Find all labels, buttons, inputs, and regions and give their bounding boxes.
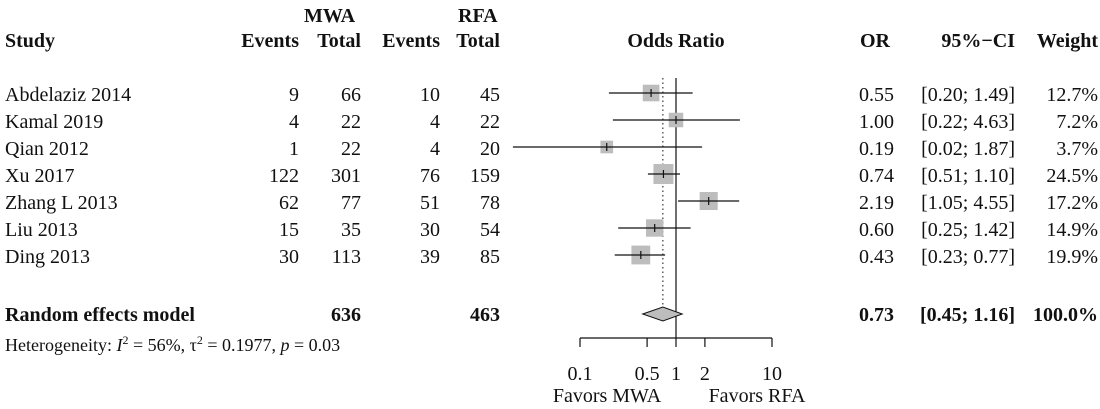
header-weight: Weight xyxy=(1036,30,1098,52)
weight-value: 17.2% xyxy=(1046,192,1098,214)
summary-or-value: 0.73 xyxy=(859,304,894,326)
events-mwa-value: 62 xyxy=(279,192,299,214)
total-rfa-value: 54 xyxy=(480,219,500,241)
study-name: Abdelaziz 2014 xyxy=(5,84,132,106)
p-symbol: p xyxy=(280,335,290,355)
total-mwa-value: 77 xyxy=(341,192,361,214)
header-ci: 95%−CI xyxy=(941,30,1015,52)
favors-right-label: Favors RFA xyxy=(708,385,806,407)
study-name: Ding 2013 xyxy=(5,246,90,268)
events-rfa-value: 4 xyxy=(430,111,440,133)
x-axis-tick-label: 0.5 xyxy=(635,363,660,385)
total-rfa-value: 22 xyxy=(480,111,500,133)
weight-value: 24.5% xyxy=(1046,165,1098,187)
events-rfa-value: 76 xyxy=(420,165,440,187)
tau-squared-symbol: τ xyxy=(189,335,197,355)
ci-value: [0.22; 4.63] xyxy=(921,111,1015,133)
events-mwa-value: 1 xyxy=(289,138,299,160)
total-mwa-value: 35 xyxy=(341,219,361,241)
favors-left-label: Favors MWA xyxy=(552,385,662,407)
x-axis-tick-label: 10 xyxy=(762,363,782,385)
study-name: Liu 2013 xyxy=(5,219,78,241)
total-rfa-value: 159 xyxy=(470,165,500,187)
summary-weight-value: 100.0% xyxy=(1033,304,1098,326)
header-total-rfa: Total xyxy=(456,30,500,52)
events-mwa-value: 4 xyxy=(289,111,299,133)
x-axis-tick-label: 0.1 xyxy=(568,363,593,385)
or-value: 2.19 xyxy=(859,192,894,214)
or-value: 0.60 xyxy=(859,219,894,241)
total-rfa-value: 85 xyxy=(480,246,500,268)
ci-value: [0.20; 1.49] xyxy=(921,84,1015,106)
or-value: 0.55 xyxy=(859,84,894,106)
heterogeneity-text: Heterogeneity: I2 = 56%, τ2 = 0.1977, p … xyxy=(5,334,340,354)
heterogeneity-prefix: Heterogeneity: xyxy=(5,335,117,355)
total-rfa-value: 20 xyxy=(480,138,500,160)
study-name: Zhang L 2013 xyxy=(5,192,118,214)
events-rfa-value: 39 xyxy=(420,246,440,268)
total-mwa-value: 22 xyxy=(341,111,361,133)
summary-diamond xyxy=(641,306,684,322)
or-value: 1.00 xyxy=(859,111,894,133)
summary-total-rfa: 463 xyxy=(470,304,500,326)
summary-label: Random effects model xyxy=(5,304,195,326)
weight-value: 3.7% xyxy=(1056,138,1098,160)
summary-ci-value: [0.45; 1.16] xyxy=(920,304,1015,326)
total-mwa-value: 66 xyxy=(341,84,361,106)
tau-squared-value: = 0.1977, xyxy=(202,335,281,355)
total-mwa-value: 301 xyxy=(331,165,361,187)
study-name: Xu 2017 xyxy=(5,165,75,187)
events-rfa-value: 30 xyxy=(420,219,440,241)
total-mwa-value: 22 xyxy=(341,138,361,160)
events-rfa-value: 4 xyxy=(430,138,440,160)
total-rfa-value: 45 xyxy=(480,84,500,106)
events-rfa-value: 10 xyxy=(420,84,440,106)
x-axis-tick-label: 2 xyxy=(700,363,710,385)
events-rfa-value: 51 xyxy=(420,192,440,214)
ci-value: [0.25; 1.42] xyxy=(921,219,1015,241)
or-value: 0.74 xyxy=(859,165,894,187)
ci-value: [0.02; 1.87] xyxy=(921,138,1015,160)
header-study: Study xyxy=(5,30,56,52)
events-mwa-value: 30 xyxy=(279,246,299,268)
header-or: OR xyxy=(860,30,890,52)
weight-value: 19.9% xyxy=(1046,246,1098,268)
x-axis-tick-label: 1 xyxy=(671,363,681,385)
study-name: Kamal 2019 xyxy=(5,111,104,133)
summary-total-mwa: 636 xyxy=(331,304,361,326)
study-name: Qian 2012 xyxy=(5,138,89,160)
header-group-rfa: RFA xyxy=(458,5,498,27)
events-mwa-value: 15 xyxy=(279,219,299,241)
or-value: 0.19 xyxy=(859,138,894,160)
weight-value: 12.7% xyxy=(1046,84,1098,106)
total-rfa-value: 78 xyxy=(480,192,500,214)
p-value: = 0.03 xyxy=(289,335,341,355)
or-value: 0.43 xyxy=(859,246,894,268)
tau-squared-sup: 2 xyxy=(196,333,203,347)
i-squared-sup: 2 xyxy=(122,333,129,347)
weight-value: 14.9% xyxy=(1046,219,1098,241)
total-mwa-value: 113 xyxy=(331,246,361,268)
header-odds-ratio: Odds Ratio xyxy=(627,30,725,52)
header-total-mwa: Total xyxy=(317,30,361,52)
ci-value: [0.23; 0.77] xyxy=(921,246,1015,268)
i-squared-symbol: I xyxy=(116,335,123,355)
i-squared-value: = 56%, xyxy=(128,335,190,355)
header-events-rfa: Events xyxy=(382,30,440,52)
events-mwa-value: 122 xyxy=(269,165,299,187)
ci-value: [1.05; 4.55] xyxy=(921,192,1015,214)
header-group-mwa: MWA xyxy=(304,5,356,27)
ci-value: [0.51; 1.10] xyxy=(921,165,1015,187)
weight-value: 7.2% xyxy=(1056,111,1098,133)
header-events-mwa: Events xyxy=(241,30,299,52)
events-mwa-value: 9 xyxy=(289,84,299,106)
